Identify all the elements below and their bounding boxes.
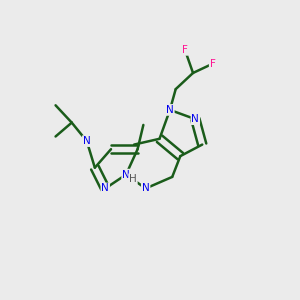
Text: N: N: [191, 114, 199, 124]
Text: F: F: [182, 45, 188, 55]
Text: N: N: [122, 169, 130, 180]
Text: F: F: [210, 59, 216, 69]
Text: N: N: [142, 184, 149, 194]
Text: N: N: [101, 184, 109, 194]
Text: N: N: [166, 105, 174, 115]
Text: N: N: [83, 136, 91, 146]
Text: H: H: [129, 174, 137, 184]
